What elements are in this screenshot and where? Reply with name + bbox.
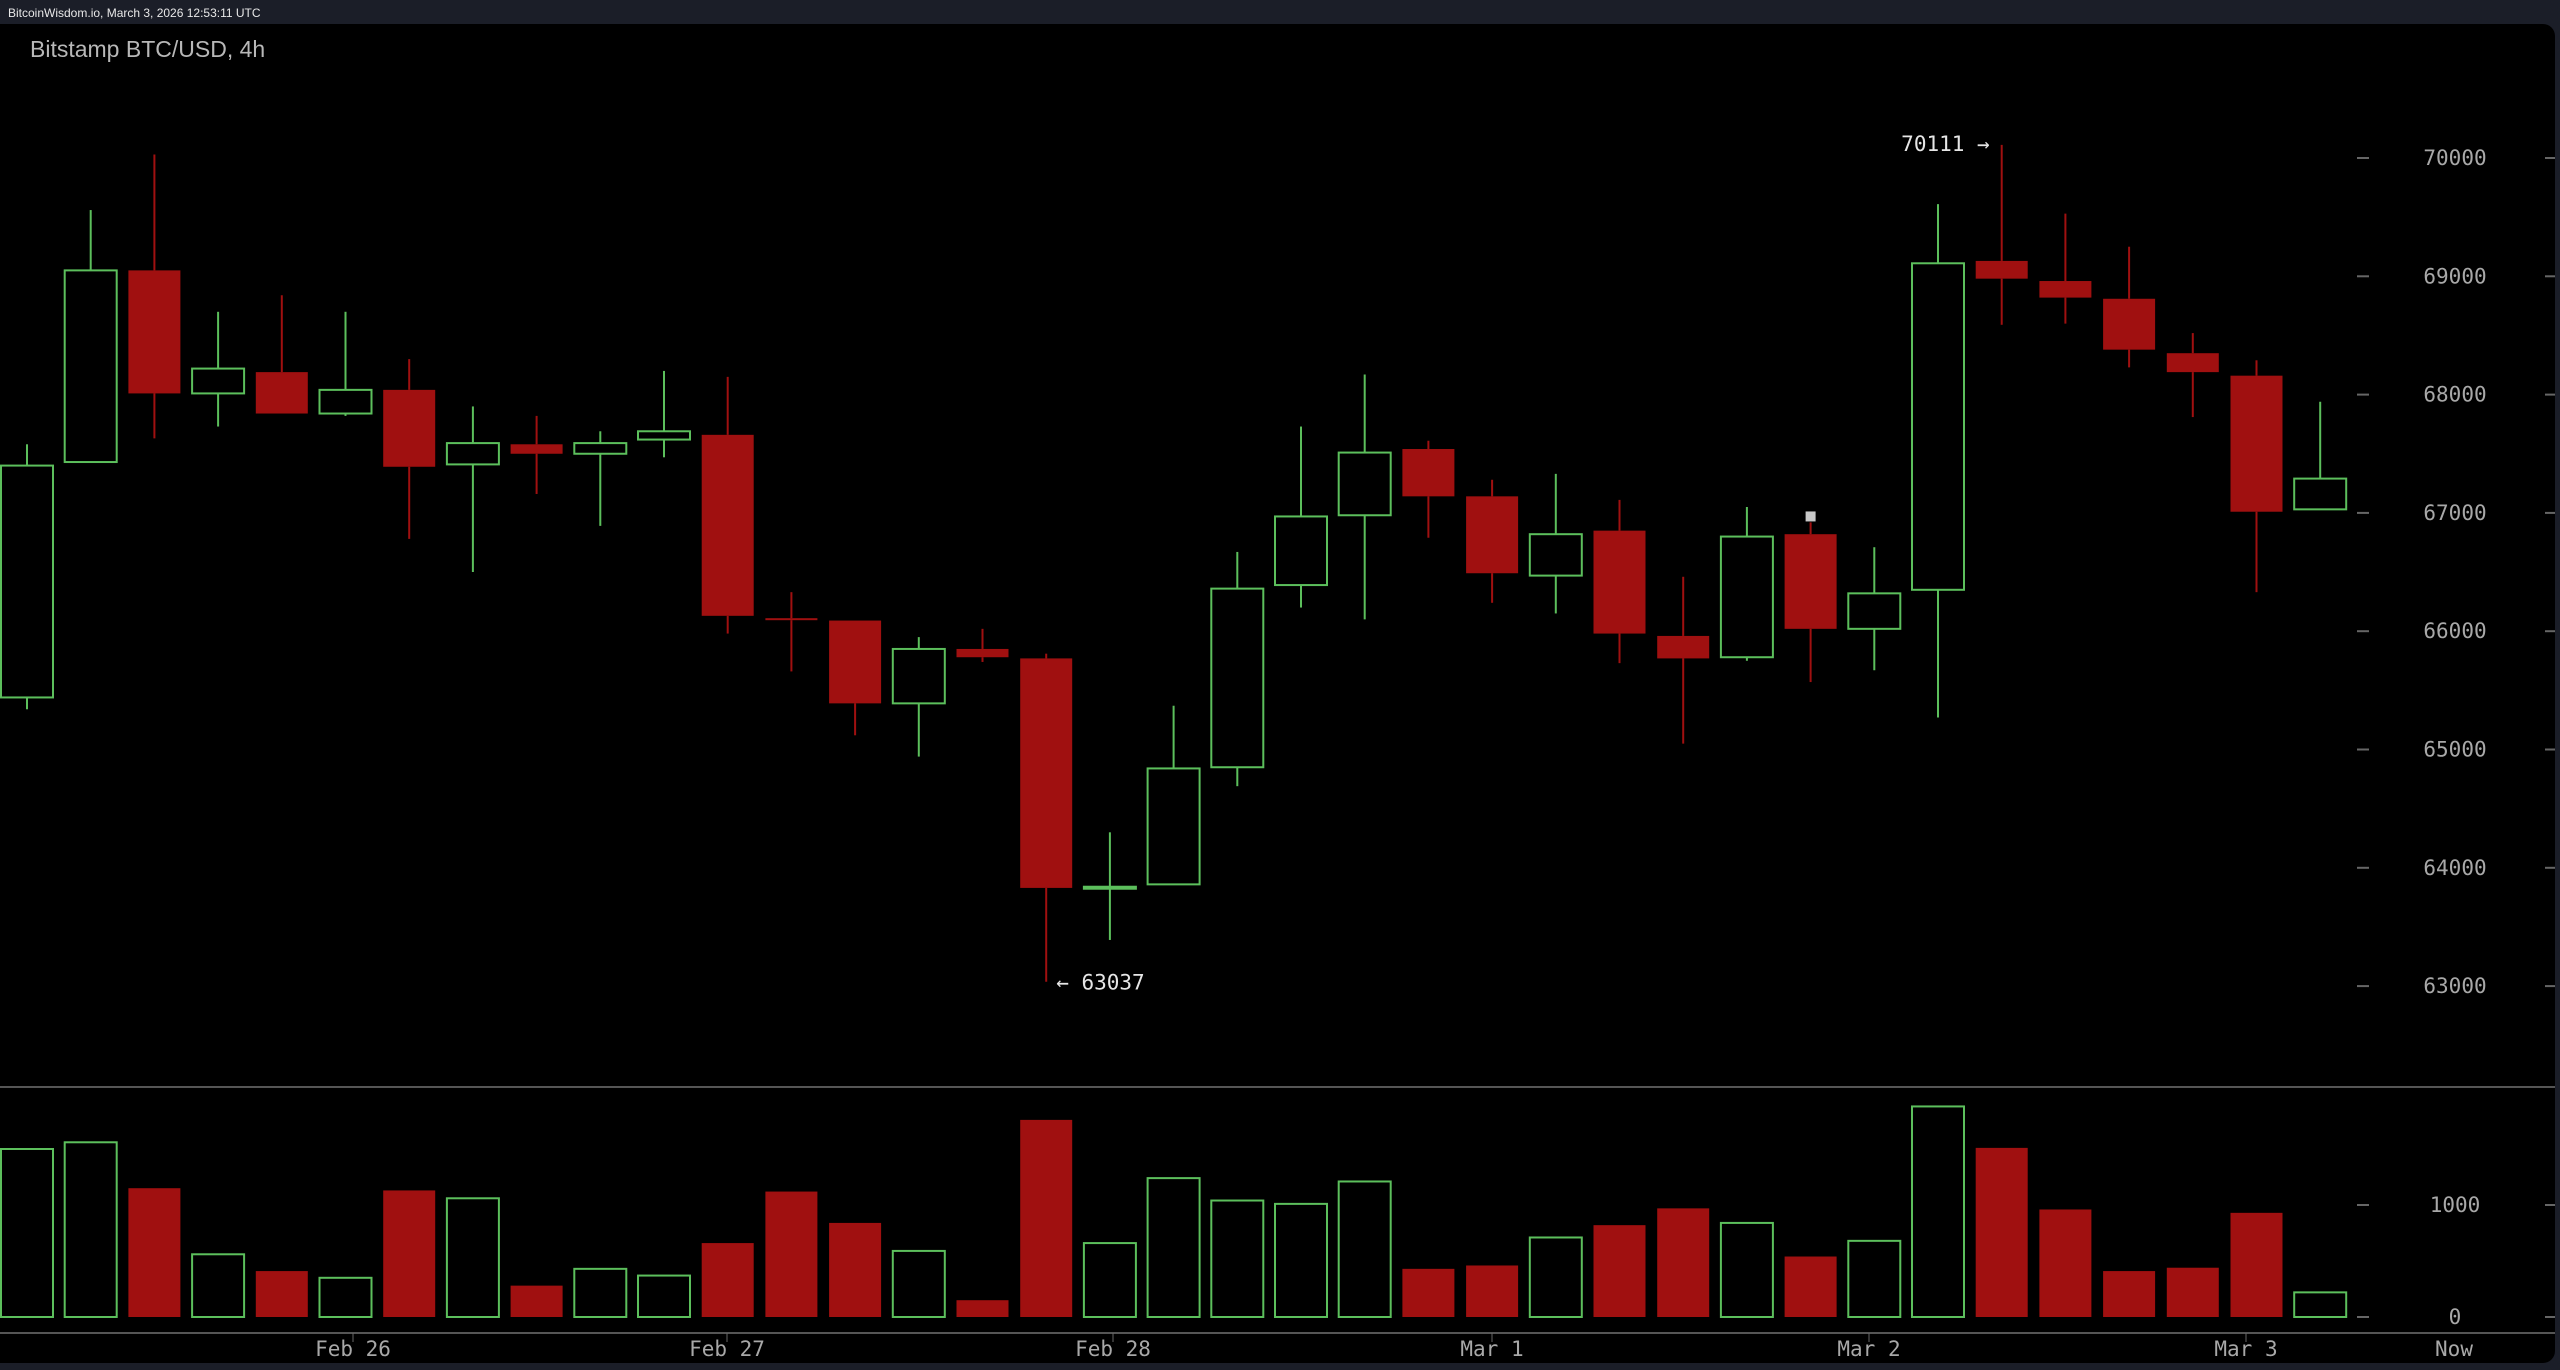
volume-bar-down[interactable]: [701, 1243, 754, 1317]
volume-bar-down[interactable]: [1466, 1265, 1519, 1317]
price-tick-label: 64000: [2423, 856, 2486, 880]
candle-body-up[interactable]: [445, 442, 500, 466]
price-tick-label: 70000: [2423, 146, 2486, 170]
volume-bar-down[interactable]: [829, 1222, 882, 1317]
volume-bar-down[interactable]: [2039, 1209, 2092, 1317]
candle-body-down[interactable]: [383, 389, 436, 467]
volume-bar-down[interactable]: [1593, 1225, 1646, 1317]
candle-body-up[interactable]: [1847, 592, 1902, 630]
candle-body-down[interactable]: [1975, 260, 2028, 279]
candle-body-up[interactable]: [1146, 767, 1201, 886]
volume-bar-up[interactable]: [1847, 1239, 1902, 1318]
volume-bar-up[interactable]: [1082, 1242, 1137, 1318]
volume-bar-up[interactable]: [891, 1249, 946, 1319]
price-tick-label: 66000: [2423, 619, 2486, 643]
candle-body-up[interactable]: [1528, 533, 1583, 577]
candle-body-down[interactable]: [765, 618, 818, 621]
date-tick-label: Feb 27: [689, 1337, 765, 1361]
candle-body-down[interactable]: [1593, 530, 1646, 634]
candle-body-up[interactable]: [1911, 262, 1965, 591]
volume-bar-up[interactable]: [1274, 1202, 1328, 1319]
volume-bar-down[interactable]: [2166, 1267, 2219, 1317]
volume-bar-up[interactable]: [318, 1276, 373, 1319]
volume-tick-label: 1000: [2430, 1193, 2481, 1217]
candle-body-down[interactable]: [1402, 449, 1455, 497]
candle-body-down[interactable]: [2103, 298, 2156, 350]
candle-body-up[interactable]: [1274, 515, 1328, 587]
date-tick-label: Mar 2: [1837, 1337, 1900, 1361]
candle-body-up[interactable]: [0, 464, 54, 699]
volume-bar-down[interactable]: [956, 1300, 1009, 1317]
volume-bar-down[interactable]: [2230, 1212, 2283, 1317]
candle-body-up[interactable]: [573, 442, 628, 455]
volume-bar-down[interactable]: [255, 1271, 308, 1317]
volume-bar-down[interactable]: [510, 1285, 563, 1317]
volume-bar-up[interactable]: [637, 1274, 691, 1319]
chart-title: Bitstamp BTC/USD, 4h: [30, 36, 266, 62]
candle-body-down[interactable]: [2039, 281, 2092, 298]
volume-tick-label: 0: [2449, 1305, 2462, 1329]
price-tick-label: 68000: [2423, 383, 2486, 407]
volume-bar-down[interactable]: [2103, 1271, 2156, 1317]
price-tick-label: 67000: [2423, 501, 2486, 525]
source-timestamp: BitcoinWisdom.io, March 3, 2026 12:53:11…: [8, 6, 261, 20]
date-tick-label: Feb 26: [315, 1337, 391, 1361]
candle-body-down[interactable]: [1657, 635, 1710, 659]
candle-body-up[interactable]: [318, 388, 373, 415]
volume-bar-up[interactable]: [63, 1141, 118, 1319]
volume-bar-up[interactable]: [191, 1253, 246, 1319]
candle-body-down[interactable]: [128, 270, 181, 394]
candle-body-down[interactable]: [2166, 353, 2219, 373]
volume-bar-up[interactable]: [1210, 1199, 1265, 1319]
candle-body-down[interactable]: [1020, 658, 1073, 888]
volume-bar-down[interactable]: [1975, 1147, 2028, 1317]
volume-bar-down[interactable]: [1402, 1268, 1455, 1317]
low-annotation: ← 63037: [1056, 971, 1145, 995]
volume-bar-up[interactable]: [573, 1267, 628, 1318]
volume-bar-down[interactable]: [1020, 1119, 1073, 1317]
candle-body-up[interactable]: [1210, 587, 1265, 769]
candle-body-down[interactable]: [956, 648, 1009, 658]
high-annotation: 70111 →: [1901, 132, 1990, 156]
price-tick-label: 63000: [2423, 974, 2486, 998]
volume-bar-down[interactable]: [128, 1188, 181, 1317]
candle-body-down[interactable]: [1466, 496, 1519, 574]
candle-body-down[interactable]: [701, 434, 754, 616]
candle-body-up[interactable]: [637, 430, 691, 441]
candle-body-down[interactable]: [2230, 375, 2283, 512]
date-tick-label: Mar 3: [2214, 1337, 2277, 1361]
price-tick-label: 69000: [2423, 264, 2486, 288]
candle-body-up[interactable]: [1082, 885, 1137, 890]
volume-bar-down[interactable]: [1657, 1208, 1710, 1317]
volume-bar-up[interactable]: [1146, 1177, 1201, 1318]
date-tick-label: Feb 28: [1075, 1337, 1151, 1361]
candle-body-down[interactable]: [255, 372, 308, 414]
date-tick-label: Mar 1: [1460, 1337, 1523, 1361]
volume-bar-down[interactable]: [1784, 1256, 1837, 1317]
volume-bar-up[interactable]: [1911, 1105, 1965, 1318]
candle-body-down[interactable]: [1784, 534, 1837, 629]
marker-square-icon: [1805, 511, 1816, 522]
volume-bar-up[interactable]: [1337, 1180, 1392, 1318]
volume-bar-up[interactable]: [2293, 1291, 2348, 1318]
candle-body-down[interactable]: [510, 444, 563, 454]
volume-bar-up[interactable]: [0, 1148, 54, 1318]
candle-body-up[interactable]: [1337, 451, 1392, 517]
price-tick-label: 65000: [2423, 738, 2486, 762]
candle-body-down[interactable]: [829, 620, 882, 704]
candle-body-up[interactable]: [63, 269, 118, 464]
volume-bar-down[interactable]: [765, 1191, 818, 1317]
candle-body-up[interactable]: [191, 367, 246, 395]
candlestick-chart[interactable]: 70000 69000 68000 67000 66000 65000 64000 63000…: [0, 24, 2555, 1363]
candle-body-up[interactable]: [2293, 477, 2348, 511]
volume-bar-up[interactable]: [1528, 1236, 1583, 1318]
volume-bar-up[interactable]: [445, 1197, 500, 1319]
candle-body-up[interactable]: [1719, 535, 1774, 659]
date-tick-label: Now: [2435, 1337, 2473, 1361]
volume-bar-up[interactable]: [1719, 1221, 1774, 1319]
chart-panel: Bitstamp BTC/USD, 4h 70000 69000 68000 6700…: [0, 24, 2555, 1363]
volume-bar-down[interactable]: [383, 1190, 436, 1317]
candle-body-up[interactable]: [891, 647, 946, 705]
